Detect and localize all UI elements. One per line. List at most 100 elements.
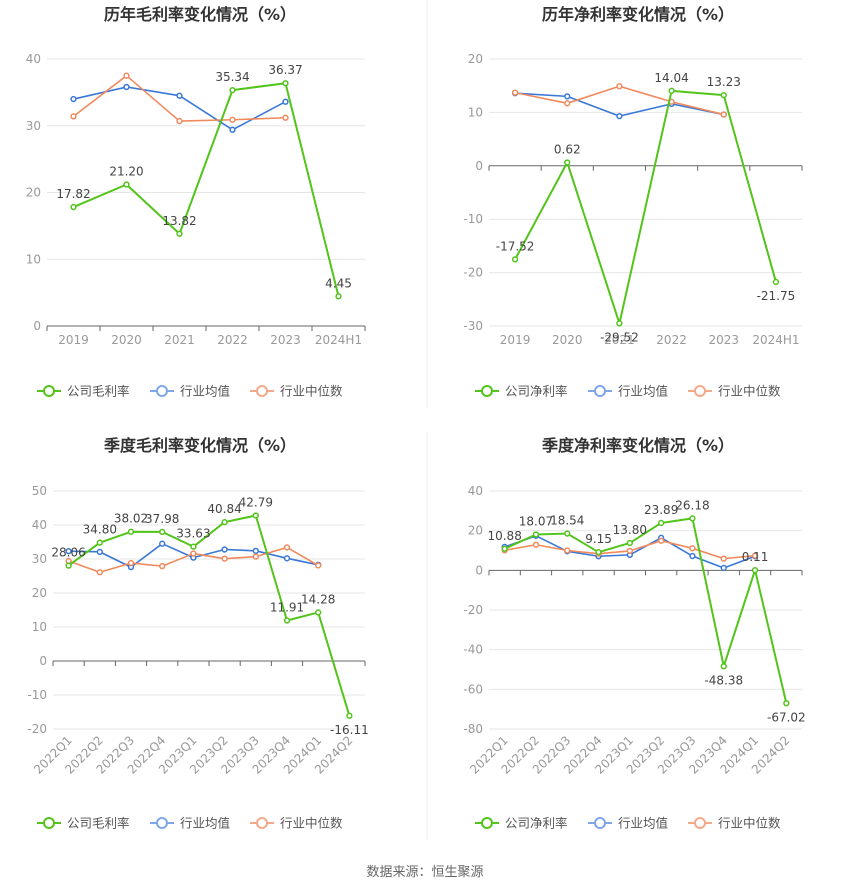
data-point-industry_median[interactable] xyxy=(626,547,633,555)
data-point-industry_median[interactable] xyxy=(96,569,103,576)
data-point-industry_avg[interactable] xyxy=(252,547,259,554)
data-point-company[interactable] xyxy=(65,562,72,569)
data-point-company[interactable] xyxy=(127,528,135,535)
data-point-industry_avg[interactable] xyxy=(689,552,696,560)
data-point-company[interactable] xyxy=(190,543,197,550)
data-point-industry_median[interactable] xyxy=(689,545,696,552)
legend-item[interactable]: 行业中位数 xyxy=(688,816,781,831)
data-point-industry_median[interactable] xyxy=(720,111,727,118)
legend-item[interactable]: 行业中位数 xyxy=(250,384,343,399)
data-point-industry_avg[interactable] xyxy=(229,126,236,133)
data-point-industry_median[interactable] xyxy=(159,562,166,570)
data-point-company[interactable] xyxy=(783,700,790,707)
legend-item[interactable]: 行业均值 xyxy=(588,816,668,831)
data-point-industry_median[interactable] xyxy=(751,552,759,559)
legend-item[interactable]: 公司毛利率 xyxy=(37,816,130,831)
data-point-industry_median[interactable] xyxy=(315,562,322,569)
data-point-industry_avg[interactable] xyxy=(96,548,103,556)
legend-item[interactable]: 公司毛利率 xyxy=(37,384,130,399)
data-point-industry_median[interactable] xyxy=(70,113,77,120)
data-point-industry_avg[interactable] xyxy=(282,98,289,105)
data-point-company[interactable] xyxy=(96,539,103,546)
data-point-company[interactable] xyxy=(720,663,727,670)
y-tick-label: 20 xyxy=(32,586,47,600)
data-point-industry_avg[interactable] xyxy=(283,555,291,562)
data-point-industry_avg[interactable] xyxy=(564,93,571,100)
chart-title: 历年净利率变化情况（%） xyxy=(542,5,734,24)
data-point-company[interactable] xyxy=(668,87,675,94)
series-line-industry_median xyxy=(514,85,724,116)
data-point-company[interactable] xyxy=(658,519,665,527)
legend-item[interactable]: 行业均值 xyxy=(588,384,668,399)
data-point-company[interactable] xyxy=(532,531,540,538)
data-point-company[interactable] xyxy=(564,530,571,537)
data-point-industry_median[interactable] xyxy=(176,117,183,125)
x-tick-label: 2024H1 xyxy=(752,333,799,347)
data-point-industry_median[interactable] xyxy=(190,550,197,557)
data-point-company[interactable] xyxy=(159,528,166,536)
data-point-company[interactable] xyxy=(595,549,602,556)
data-label: 13.82 xyxy=(162,214,196,228)
data-point-industry_avg[interactable] xyxy=(123,83,130,91)
data-point-industry_median[interactable] xyxy=(282,114,289,121)
legend-item[interactable]: 公司净利率 xyxy=(475,384,568,399)
data-point-company[interactable] xyxy=(564,159,571,166)
data-point-company[interactable] xyxy=(720,92,727,99)
data-point-industry_median[interactable] xyxy=(720,555,727,562)
data-point-industry_avg[interactable] xyxy=(70,95,77,103)
legend-item[interactable]: 行业均值 xyxy=(150,816,230,831)
data-point-industry_avg[interactable] xyxy=(176,92,183,99)
data-point-industry_median[interactable] xyxy=(283,544,291,551)
x-tick-label: 2021 xyxy=(164,333,195,347)
y-tick-label: 40 xyxy=(26,52,41,66)
legend-item[interactable]: 行业中位数 xyxy=(688,384,781,399)
data-point-company[interactable] xyxy=(176,230,183,237)
data-point-company[interactable] xyxy=(229,86,236,94)
data-point-company[interactable] xyxy=(283,617,291,624)
y-tick-label: -10 xyxy=(27,688,47,702)
legend-item[interactable]: 行业中位数 xyxy=(250,816,343,831)
data-point-company[interactable] xyxy=(335,293,342,300)
data-point-company[interactable] xyxy=(689,515,696,522)
data-label: 28.06 xyxy=(51,546,85,560)
data-source-note: 数据来源：恒生聚源 xyxy=(366,865,484,880)
data-point-industry_median[interactable] xyxy=(658,537,665,544)
data-point-industry_avg[interactable] xyxy=(65,548,72,555)
data-point-industry_median[interactable] xyxy=(252,553,259,560)
data-point-company[interactable] xyxy=(501,545,508,552)
data-point-company[interactable] xyxy=(221,518,228,526)
data-point-industry_median[interactable] xyxy=(127,559,135,567)
data-point-industry_median[interactable] xyxy=(221,555,228,562)
chart-title: 季度毛利率变化情况（%） xyxy=(103,436,296,455)
data-point-company[interactable] xyxy=(123,181,130,188)
legend-swatch-marker xyxy=(694,817,706,829)
data-point-company[interactable] xyxy=(346,712,353,719)
data-point-industry_avg[interactable] xyxy=(616,112,623,120)
data-point-industry_avg[interactable] xyxy=(720,564,727,572)
data-point-company[interactable] xyxy=(751,566,759,574)
data-point-industry_median[interactable] xyxy=(532,541,540,548)
data-point-company[interactable] xyxy=(626,539,633,547)
data-point-industry_median[interactable] xyxy=(123,72,130,79)
data-label: -48.38 xyxy=(704,673,743,687)
legend-item[interactable]: 公司净利率 xyxy=(475,816,568,831)
data-point-company[interactable] xyxy=(252,512,259,519)
x-tick-label: 2022 xyxy=(217,333,248,347)
data-point-company[interactable] xyxy=(282,80,289,87)
data-point-industry_median[interactable] xyxy=(616,83,623,90)
data-point-company[interactable] xyxy=(772,278,780,286)
data-point-company[interactable] xyxy=(70,203,77,211)
y-tick-label: 50 xyxy=(32,484,47,498)
y-tick-label: 30 xyxy=(32,552,47,566)
data-point-industry_median[interactable] xyxy=(564,547,571,554)
legend-item[interactable]: 行业均值 xyxy=(150,384,230,399)
data-point-company[interactable] xyxy=(511,256,519,263)
data-point-industry_avg[interactable] xyxy=(221,546,228,553)
data-point-industry_median[interactable] xyxy=(564,100,571,107)
data-point-company[interactable] xyxy=(616,320,623,327)
data-point-company[interactable] xyxy=(315,609,322,616)
data-point-industry_median[interactable] xyxy=(229,116,236,123)
data-point-industry_avg[interactable] xyxy=(159,540,166,547)
data-point-industry_median[interactable] xyxy=(511,89,519,96)
